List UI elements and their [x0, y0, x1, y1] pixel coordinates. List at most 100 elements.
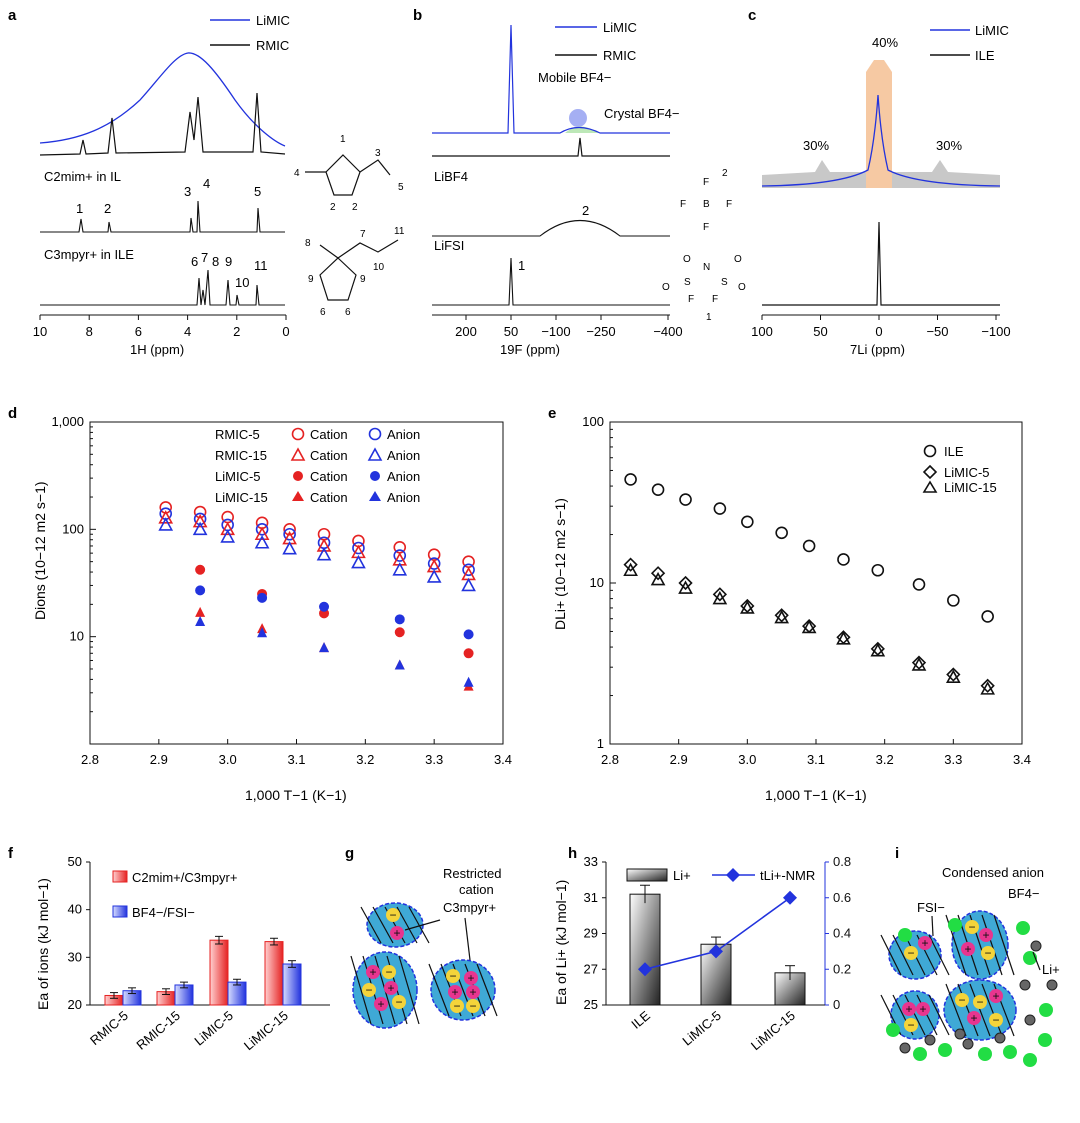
bf4-anion	[978, 1047, 992, 1061]
x-axis-label-b: 19F (ppm)	[500, 342, 560, 357]
data-point	[836, 631, 851, 645]
cation-circle	[989, 989, 1003, 1003]
bf4-atom-f-top: F	[703, 177, 709, 188]
bf4-atom-f-bottom: F	[703, 222, 709, 233]
data-point	[945, 669, 961, 683]
c3mpyr-structure	[319, 239, 399, 301]
x-tick-label: 2.9	[150, 752, 168, 767]
fsi-atom-n: N	[703, 262, 710, 273]
legend-d-marker-l15c	[292, 491, 304, 501]
li-ion	[1024, 1014, 1036, 1026]
tli-point	[783, 890, 797, 905]
limic-li-trace	[761, 94, 1001, 187]
libf4-trace	[432, 219, 670, 237]
anion-circle	[989, 1013, 1003, 1027]
panel-a: LiMIC RMIC C2mim+ in IL 1 2 3 4 5 C3mpyr…	[33, 13, 405, 357]
x-axis-label-d: 1,000 T−1 (K−1)	[245, 787, 347, 803]
fsi-structure: O O S N S O O F F 1	[662, 254, 746, 323]
x-tick-label: 3.1	[287, 752, 305, 767]
data-point	[775, 526, 788, 540]
cation-circle	[967, 1011, 981, 1025]
panel-d: Dions (10−12 m2 s−1) 1,000 T−1 (K−1) RMI…	[32, 414, 512, 803]
peak-5: 5	[254, 184, 261, 199]
li-ion	[924, 1034, 936, 1046]
chain-line	[981, 914, 1003, 976]
x-axis-label-e: 1,000 T−1 (K−1)	[765, 787, 867, 803]
anion-circle	[392, 995, 406, 1009]
peak-8: 8	[212, 254, 219, 269]
atom-num-7: 7	[360, 229, 366, 240]
data-point	[911, 657, 927, 671]
x-tick-label: 3.4	[494, 752, 512, 767]
chain-line	[969, 983, 991, 1037]
legend-d-limic15: LiMIC-15	[215, 490, 268, 505]
y-axis-label-d: Dions (10−12 m2 s−1)	[32, 481, 48, 620]
legend-label-b-limic: LiMIC	[603, 20, 637, 35]
x-tick-label: 2.8	[601, 752, 619, 767]
data-point	[870, 642, 886, 657]
data-point	[394, 627, 405, 638]
data-point	[870, 641, 885, 656]
y2-tick-label: 0	[833, 997, 840, 1012]
atom-num-10: 10	[373, 262, 385, 273]
ion-sign: +	[964, 942, 971, 956]
c2mim-trace	[40, 200, 285, 233]
data-point	[650, 566, 666, 581]
g-title-1: Restricted	[443, 866, 502, 881]
chain-line	[993, 914, 1015, 976]
panel-e: DLi+ (10−12 m2 s−1) 1,000 T−1 (K−1) ILE …	[552, 414, 1031, 803]
ion-sign: +	[905, 1002, 912, 1016]
x-axis-label-a: 1H (ppm)	[130, 342, 184, 357]
data-point	[158, 510, 174, 524]
plot-frame-d	[89, 421, 504, 745]
chain-line	[928, 994, 950, 1036]
x-tick-label: 3.1	[807, 752, 825, 767]
x-tick-label: 3.3	[944, 752, 962, 767]
c3mpyr-labels: 7 8 9 9 6 6 10 11	[305, 226, 405, 318]
data-point	[911, 655, 927, 670]
atom-num-2b: 2	[352, 202, 358, 213]
g-clusters: −++ −− ++ −− ++ +− −	[350, 902, 498, 1029]
legend-h: Li+ tLi+-NMR	[626, 868, 815, 883]
annot-crystal-bf4: Crystal BF4−	[604, 106, 680, 121]
x-tick-label: LiMIC-15	[748, 1008, 798, 1053]
data-point	[651, 483, 665, 496]
y2-tick-label: 0.2	[833, 961, 851, 976]
y-tick-label: 27	[584, 961, 598, 976]
ion-sign: −	[907, 946, 914, 960]
data-point	[980, 678, 995, 693]
fsi-atom-o4: O	[738, 282, 746, 293]
rmic-f-trace	[432, 137, 670, 157]
y-tick-label: 31	[584, 890, 598, 905]
x-tick-label: 2.9	[670, 752, 688, 767]
fsi-num-1: 1	[706, 312, 712, 323]
bf4-atom-b: B	[703, 199, 710, 210]
data-point	[912, 578, 926, 591]
x-tick-label: 200	[455, 324, 477, 339]
legend-d-anion-3: Anion	[387, 469, 420, 484]
peak-3: 3	[184, 184, 191, 199]
x-ticks-b: 200 50 −100 −250 −400	[455, 315, 683, 339]
atom-num-4: 4	[294, 168, 300, 179]
legend-e-marker-limic5	[922, 464, 938, 480]
data-point	[394, 659, 405, 670]
y-tick-label: 10	[590, 575, 604, 590]
data-point	[871, 563, 885, 577]
x-tick-label: LiMIC-5	[191, 1008, 236, 1049]
pct-left: 30%	[803, 138, 829, 153]
chain-line	[981, 983, 1003, 1037]
x-tick-label: −50	[926, 324, 948, 339]
atom-num-11: 11	[394, 226, 405, 237]
atom-num-8: 8	[305, 238, 311, 249]
data-point	[195, 606, 206, 617]
legend-label-b-rmic: RMIC	[603, 48, 636, 63]
x-tick-label: 0	[875, 324, 882, 339]
legend-e: ILE LiMIC-5 LiMIC-15	[922, 444, 997, 495]
data-point	[282, 541, 297, 555]
fsi-atom-o2: O	[662, 282, 670, 293]
data-point	[678, 575, 693, 591]
fsi-atom-o1: O	[683, 254, 691, 265]
data-point	[679, 493, 692, 506]
ion-sign: +	[377, 997, 384, 1011]
chain-line	[928, 934, 950, 976]
